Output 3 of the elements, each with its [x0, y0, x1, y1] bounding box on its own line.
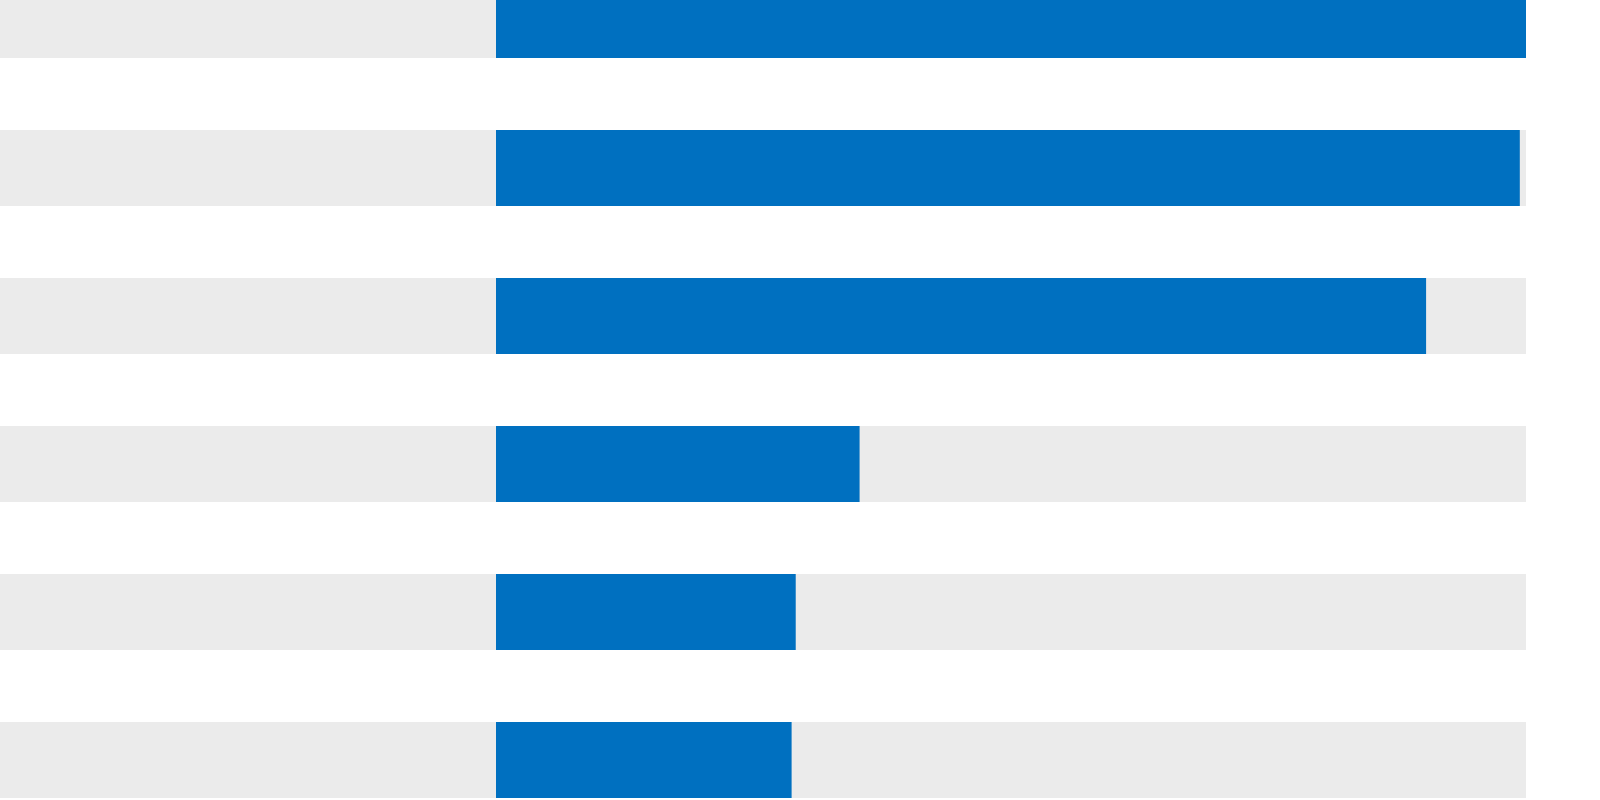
- bar: [496, 574, 796, 650]
- bar: [496, 426, 860, 502]
- bar: [496, 722, 792, 798]
